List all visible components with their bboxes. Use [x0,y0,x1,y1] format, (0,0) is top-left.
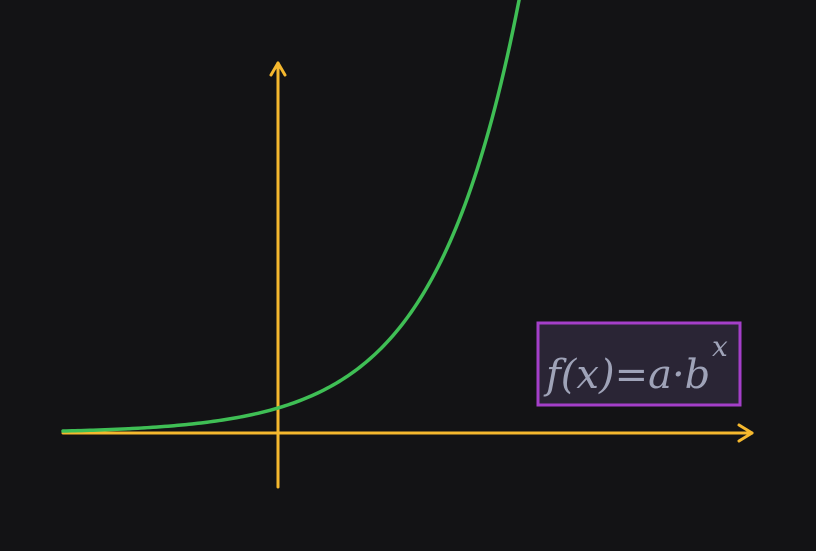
formula-text: f(x)=a·b [543,352,710,398]
y-axis-arrowhead [269,61,287,77]
exponential-curve [61,0,521,433]
formula-box-frame [536,321,742,407]
formula-box: f(x)=a·b x [536,321,742,407]
formula-exponent: x [712,330,728,363]
x-axis-arrowhead [737,423,754,443]
axes [61,61,754,489]
